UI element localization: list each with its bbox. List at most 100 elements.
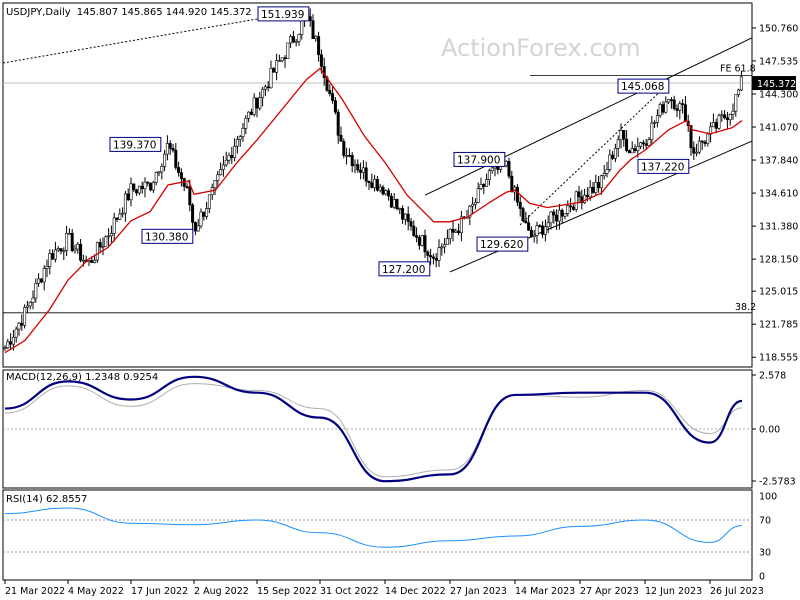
candle-body [482, 184, 486, 187]
candle-body [661, 104, 665, 113]
candle-body [549, 211, 553, 224]
candle-body [216, 174, 220, 181]
fe-61-label: FE 61.8 [720, 64, 756, 75]
price-tick-label: 118.555 [759, 353, 798, 364]
candle-body [123, 193, 127, 214]
candle-body [731, 110, 735, 115]
candle-body [468, 205, 472, 218]
candle-body [476, 188, 480, 203]
price-annotation-box [617, 78, 670, 94]
candle-body [359, 169, 363, 173]
candle-body [625, 138, 629, 151]
candle-body [149, 182, 153, 191]
candle-body [706, 133, 710, 144]
x-tick-label: 2 Aug 2022 [194, 586, 249, 597]
candle-body [137, 185, 141, 194]
candle-body [636, 146, 640, 151]
panel-frame [2, 2, 753, 368]
candle-body [485, 179, 489, 187]
candle-body [423, 235, 427, 253]
candle-body [591, 186, 595, 193]
candle-body [112, 217, 116, 234]
candle-body [473, 202, 477, 205]
candle-body [580, 196, 584, 204]
channel-upper-line [424, 37, 753, 196]
x-tick-label: 4 May 2022 [68, 586, 124, 597]
candle-body [109, 233, 113, 237]
x-tick-label: 12 Jun 2023 [645, 586, 702, 597]
candle-body [202, 211, 206, 217]
candle-body [118, 213, 122, 220]
candle-body [90, 260, 94, 263]
candle-body [289, 36, 293, 44]
candle-body [48, 253, 52, 267]
candle-body [555, 214, 559, 222]
candle-body [249, 111, 253, 115]
candle-body [230, 154, 234, 158]
x-tick-label: 26 Jul 2023 [710, 586, 764, 597]
candle-body [616, 139, 620, 149]
candle-body [577, 191, 581, 198]
candle-body [409, 221, 413, 227]
candle-body [401, 208, 405, 220]
candle-body [532, 234, 536, 238]
candle-body [583, 194, 587, 204]
candle-body [605, 169, 609, 174]
candle-body [518, 201, 522, 209]
candle-body [622, 129, 626, 140]
candle-body [319, 54, 323, 67]
candle-body [630, 148, 634, 154]
candle-body [67, 232, 71, 235]
candle-body [689, 125, 693, 149]
candle-body [76, 243, 80, 250]
candle-body [255, 97, 259, 109]
candle-body [269, 68, 273, 89]
candle-body [417, 237, 421, 246]
candle-body [664, 101, 668, 113]
candle-body [188, 186, 192, 206]
candle-body [361, 167, 365, 173]
rsi-tick-label: 70 [759, 516, 771, 527]
candle-body [692, 147, 696, 154]
candle-body [266, 86, 270, 89]
candle-body [9, 341, 13, 345]
candle-body [224, 159, 228, 166]
price-annotation-label: 137.900 [457, 154, 500, 166]
candle-body [241, 127, 245, 137]
candle-body [81, 259, 85, 262]
candle-body [457, 230, 461, 234]
candle-body [471, 204, 475, 207]
candle-body [233, 145, 237, 158]
candle-body [23, 307, 27, 326]
candle-body [535, 225, 539, 236]
candle-body [538, 225, 542, 227]
candle-body [448, 228, 452, 239]
candle-body [14, 328, 18, 338]
candle-body [191, 204, 195, 223]
candle-body [658, 104, 662, 116]
candle-body [291, 36, 295, 43]
candle-body [373, 179, 377, 188]
price-tick-label: 125.015 [759, 287, 798, 298]
candle-body [611, 154, 615, 159]
dotted-inner-line [519, 86, 666, 226]
candle-body [157, 171, 161, 174]
x-tick-label: 31 Oct 2022 [320, 586, 379, 597]
candle-body [3, 347, 7, 350]
candle-body [398, 208, 402, 210]
candle-body [37, 278, 41, 284]
macd-header: MACD(12,26,9) 1.2348 0.9254 [6, 372, 158, 383]
candle-body [53, 249, 57, 260]
price-tick-label: 141.070 [759, 123, 798, 134]
candle-body [331, 93, 335, 101]
candle-body [412, 225, 416, 236]
candle-body [683, 104, 687, 122]
candle-body [353, 164, 357, 167]
rsi-tick-label: 0 [759, 572, 765, 583]
candle-body [440, 246, 444, 249]
candle-body [490, 167, 494, 172]
candle-body [177, 167, 181, 173]
candle-body [667, 99, 671, 103]
ohlc-values: 145.807 145.865 144.920 145.372 [77, 7, 252, 18]
candle-body [479, 184, 483, 189]
